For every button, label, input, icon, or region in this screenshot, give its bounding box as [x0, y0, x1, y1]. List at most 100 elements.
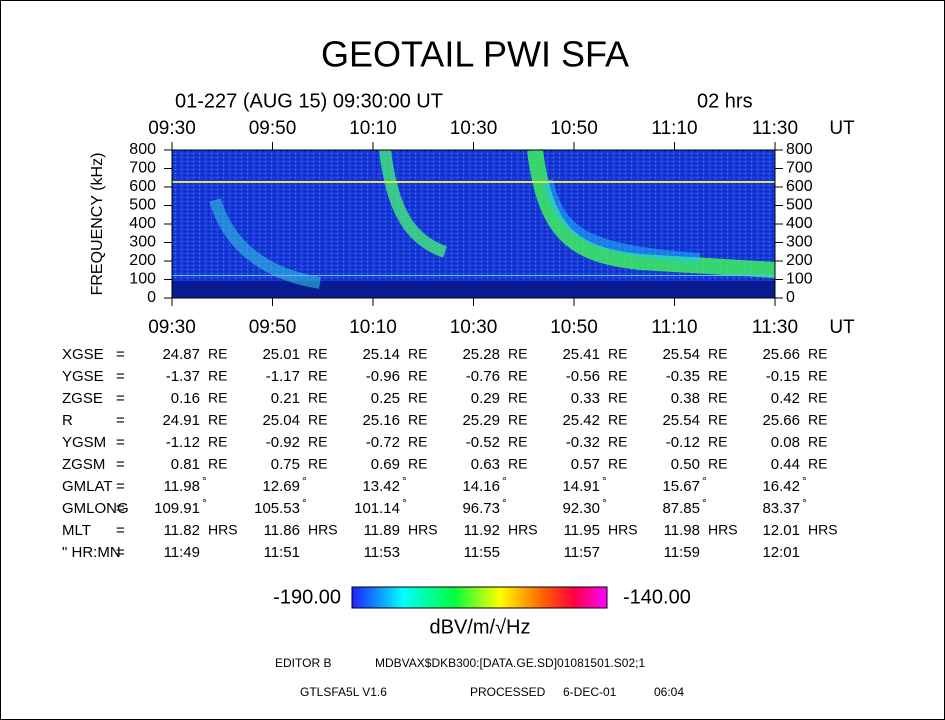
row-value: -0.35	[666, 368, 700, 385]
row-value: 83.37	[762, 500, 800, 517]
row-unit: RE	[608, 390, 627, 406]
row-value: 101.14	[354, 500, 400, 517]
x-tick-label-top: 09:30	[148, 118, 196, 139]
row-value: 11.82	[164, 522, 200, 539]
row-unit: RE	[308, 390, 327, 406]
row-value: 15.67	[662, 478, 700, 495]
x-tick-label-top: 11:10	[651, 118, 697, 139]
duration: 02 hrs	[697, 90, 753, 112]
y-tick-label-right: 700	[786, 160, 813, 177]
row-unit: °	[702, 474, 707, 488]
row-unit: °	[202, 496, 207, 510]
row-value: -0.15	[766, 368, 800, 385]
row-unit: °	[402, 474, 407, 488]
y-tick-label: 800	[129, 141, 156, 158]
row-unit: °	[302, 496, 307, 510]
row-unit: °	[202, 474, 207, 488]
title: GEOTAIL PWI SFA	[321, 34, 629, 75]
row-value: 0.21	[271, 390, 300, 407]
row-unit: °	[802, 496, 807, 510]
x-tick-label-bottom: 10:50	[550, 317, 598, 338]
x-tick-label-bottom: 11:10	[651, 317, 697, 338]
row-value: 25.04	[262, 412, 300, 429]
footer-program: GTLSFA5L V1.6	[300, 685, 387, 699]
row-value: 16.42	[762, 478, 800, 495]
row-separator: =	[116, 478, 125, 495]
row-unit: RE	[708, 456, 727, 472]
row-unit: RE	[708, 412, 727, 428]
row-value: 25.14	[362, 346, 400, 363]
row-value: 0.50	[671, 456, 700, 473]
y-tick-label-right: 800	[786, 141, 813, 158]
row-value: 25.66	[762, 412, 800, 429]
row-unit: RE	[308, 346, 327, 362]
row-value: 11.98	[164, 478, 200, 495]
row-unit: RE	[408, 390, 427, 406]
row-unit: °	[702, 496, 707, 510]
row-value: 11:59	[664, 544, 700, 561]
row-value: -0.72	[366, 434, 400, 451]
footer-file: MDBVAX$DKB300:[DATA.GE.SD]01081501.S02;1	[375, 656, 645, 670]
y-tick-label: 300	[129, 234, 156, 251]
x-unit-top: UT	[829, 118, 855, 139]
row-value: 25.54	[662, 412, 700, 429]
row-separator: =	[116, 456, 125, 473]
y-tick-label: 100	[129, 271, 156, 288]
row-value: 0.63	[471, 456, 500, 473]
row-value: 11.92	[464, 522, 500, 539]
row-value: 25.41	[562, 346, 600, 363]
row-value: 0.57	[571, 456, 600, 473]
row-value: 0.44	[771, 456, 800, 473]
row-unit: RE	[308, 368, 327, 384]
row-unit: °	[602, 496, 607, 510]
row-unit: HRS	[408, 522, 438, 538]
y-tick-label-right: 400	[786, 215, 813, 232]
y-tick-label-right: 200	[786, 252, 813, 269]
row-value: -0.52	[466, 434, 500, 451]
y-tick-label: 700	[129, 160, 156, 177]
row-label: GMLAT	[62, 478, 113, 495]
row-value: 0.42	[771, 390, 800, 407]
colorbar-unit: dBV/m/√Hz	[430, 616, 531, 638]
row-value: 11:53	[364, 544, 400, 561]
colorbar-min: -190.00	[273, 586, 341, 608]
row-label: ZGSM	[62, 456, 105, 473]
row-value: -0.32	[566, 434, 600, 451]
x-tick-label-top: 11:30	[752, 118, 798, 139]
row-value: 0.38	[671, 390, 700, 407]
row-value: 0.69	[371, 456, 400, 473]
row-unit: HRS	[508, 522, 538, 538]
row-unit: RE	[508, 368, 527, 384]
y-tick-label-right: 500	[786, 197, 813, 214]
footer-date: 6-DEC-01	[563, 685, 617, 699]
row-separator: =	[116, 412, 125, 429]
row-value: 11.95	[564, 522, 600, 539]
footer-processed: PROCESSED	[470, 685, 546, 699]
row-unit: RE	[208, 434, 227, 450]
row-unit: RE	[208, 456, 227, 472]
row-value: 14.91	[562, 478, 600, 495]
row-value: 25.01	[262, 346, 300, 363]
row-unit: RE	[508, 412, 527, 428]
row-separator: =	[116, 500, 125, 517]
x-tick-label-top: 09:50	[249, 118, 297, 139]
row-value: 12.69	[262, 478, 300, 495]
row-unit: HRS	[208, 522, 238, 538]
row-unit: RE	[608, 412, 627, 428]
row-value: 24.91	[162, 412, 200, 429]
row-value: 0.16	[171, 390, 200, 407]
y-tick-label-right: 100	[786, 271, 813, 288]
row-value: -0.76	[466, 368, 500, 385]
row-unit: RE	[608, 346, 627, 362]
row-unit: RE	[408, 412, 427, 428]
row-label: XGSE	[62, 346, 104, 363]
colorbar	[351, 586, 608, 609]
row-value: 11:57	[564, 544, 600, 561]
x-unit-bottom: UT	[829, 317, 855, 338]
row-value: -1.37	[166, 368, 200, 385]
row-separator: =	[116, 390, 125, 407]
row-unit: RE	[508, 456, 527, 472]
row-value: 25.28	[462, 346, 500, 363]
row-value: 96.73	[462, 500, 500, 517]
